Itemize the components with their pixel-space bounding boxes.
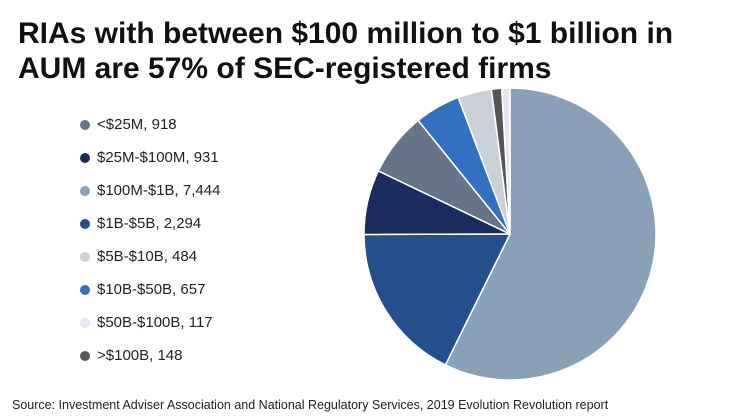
legend-label: $25M-$100M, 931 (97, 149, 219, 166)
chart-title: RIAs with between $100 million to $1 bil… (18, 16, 728, 86)
legend-item-5b-10b: $5B-$10B, 484 (80, 240, 220, 273)
legend-label: $50B-$100B, 117 (97, 314, 213, 331)
pie-slice-100m-1b (444, 87, 657, 381)
legend-swatch (80, 284, 90, 295)
legend-label: $5B-$10B, 484 (97, 248, 198, 265)
legend-item-100m-1b: $100M-$1B, 7,444 (80, 174, 220, 207)
pie-slice-1b-5b (363, 233, 512, 366)
legend-swatch (80, 251, 90, 262)
legend-label: $100M-$1B, 7,444 (97, 182, 221, 199)
legend-item-10b-50b: $10B-$50B, 657 (80, 273, 220, 306)
chart-title-line-2: AUM are 57% of SEC-registered firms (18, 52, 552, 85)
chart-title-line-1: RIAs with between $100 million to $1 bil… (18, 17, 674, 50)
pie-chart (363, 87, 657, 381)
legend-item-under-25m: <$25M, 918 (80, 108, 220, 141)
legend-label: $1B-$5B, 2,294 (97, 215, 202, 232)
legend-swatch (80, 152, 90, 163)
source-note: Source: Investment Adviser Association a… (12, 398, 609, 412)
pie-slice-50b-100b (500, 87, 511, 235)
chart-legend: <$25M, 918 $25M-$100M, 931 $100M-$1B, 7,… (80, 108, 220, 372)
legend-label: $10B-$50B, 657 (97, 281, 206, 298)
legend-label: >$100B, 148 (97, 347, 183, 364)
legend-swatch (80, 185, 90, 196)
legend-swatch (80, 218, 90, 229)
legend-swatch (80, 350, 90, 361)
legend-swatch (80, 317, 90, 328)
legend-item-over-100b: >$100B, 148 (80, 339, 220, 372)
legend-label: <$25M, 918 (97, 116, 177, 133)
legend-item-50b-100b: $50B-$100B, 117 (80, 306, 220, 339)
legend-item-1b-5b: $1B-$5B, 2,294 (80, 207, 220, 240)
legend-swatch (80, 119, 90, 130)
legend-item-25m-100m: $25M-$100M, 931 (80, 141, 220, 174)
